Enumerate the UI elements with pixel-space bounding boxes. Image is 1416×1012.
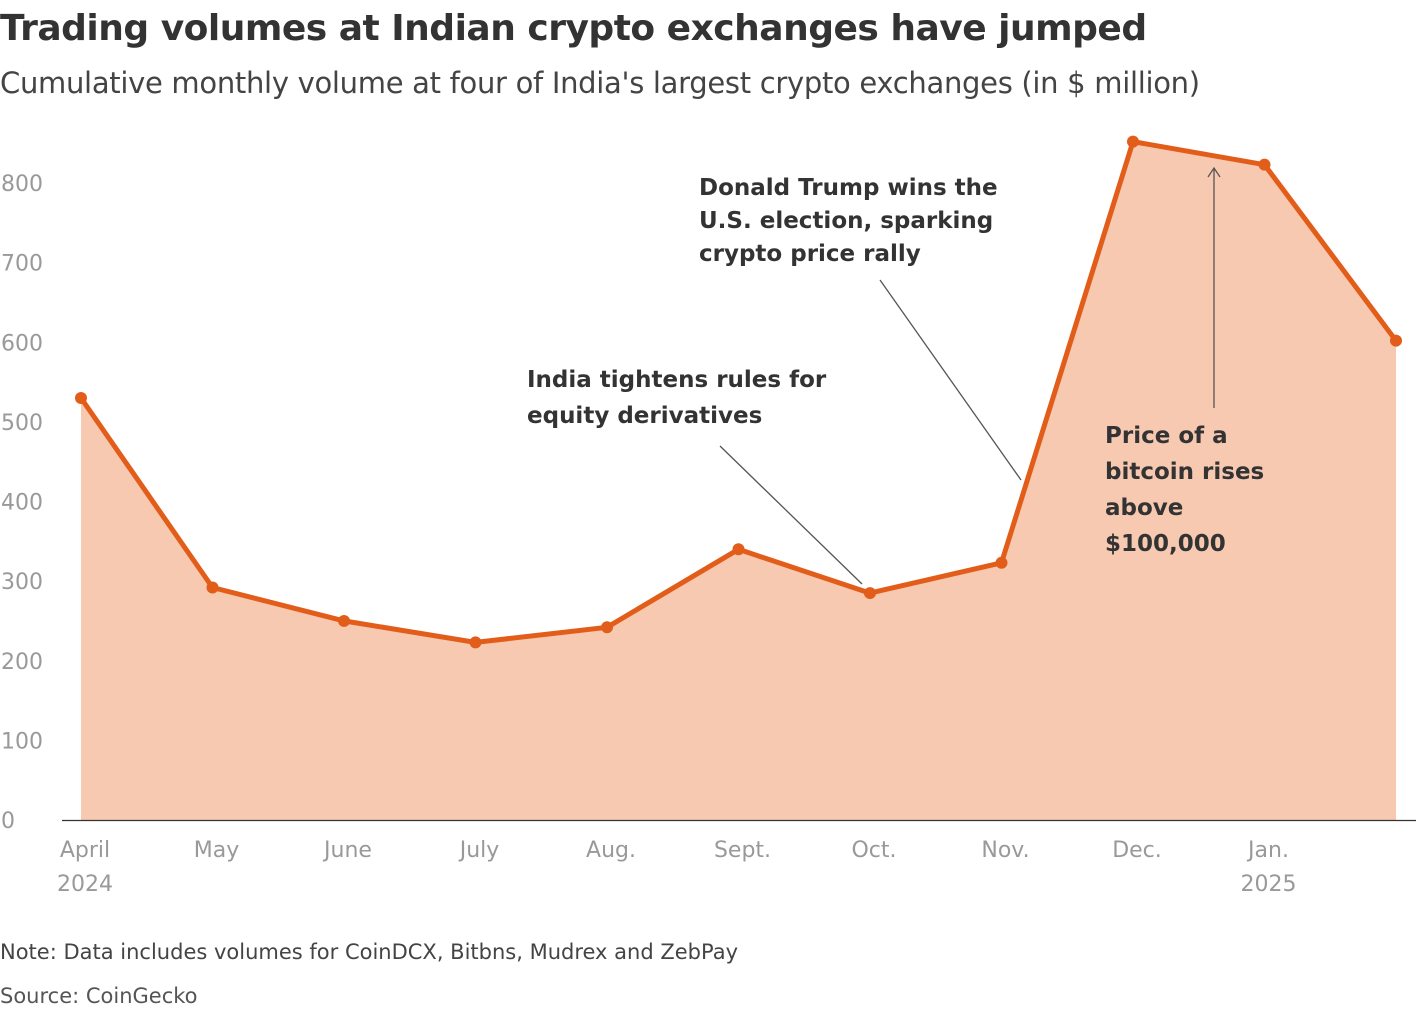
x-tick-label: Dec. — [1112, 838, 1162, 863]
y-tick-label: 700 — [1, 252, 43, 277]
y-tick-label: 300 — [1, 570, 43, 595]
x-tick-label: April — [60, 838, 110, 863]
x-tick-label: July — [458, 838, 500, 863]
x-tick-label: Jan. — [1246, 838, 1289, 863]
x-tick-year-label: 2025 — [1241, 872, 1297, 897]
annotation-text: Price of a bitcoin rises above $100,000 — [1105, 423, 1264, 557]
source-note: Source: CoinGecko — [0, 984, 198, 1008]
y-tick-label: 800 — [1, 172, 43, 197]
annotation-text: India tightens rules for equity derivativ… — [527, 367, 827, 429]
data-point — [995, 556, 1008, 569]
chart-subtitle: Cumulative monthly volume at four of Ind… — [0, 66, 1200, 100]
volume-area — [81, 141, 1396, 821]
annotations: India tightens rules for equity derivativ… — [527, 166, 1264, 585]
x-tick-label: Nov. — [981, 838, 1029, 863]
x-tick-label: May — [194, 838, 239, 863]
annotation-leader-line — [719, 445, 863, 585]
x-tick-label: Oct. — [851, 838, 896, 863]
data-point — [469, 636, 482, 649]
y-tick-label: 100 — [1, 729, 43, 754]
data-point — [1127, 135, 1139, 148]
annotation-text: Donald Trump wins the U.S. election, spar… — [699, 175, 998, 267]
data-point — [732, 543, 745, 556]
y-axis: 0 100 200 300 400 500 600 700 800 — [1, 172, 43, 834]
y-tick-label: 400 — [1, 491, 43, 516]
data-point — [206, 581, 219, 594]
data-point — [338, 614, 350, 627]
arrowhead-icon — [1207, 166, 1221, 178]
footnote: Note: Data includes volumes for CoinDCX,… — [0, 940, 738, 964]
data-point — [1258, 158, 1271, 171]
x-tick-label: Aug. — [586, 838, 636, 863]
y-tick-label: 500 — [1, 411, 43, 436]
area-chart: 0 100 200 300 400 500 600 700 800 April 2024 May Ju… — [1, 135, 1416, 897]
x-tick-year-label: 2024 — [57, 872, 113, 897]
x-tick-label: June — [322, 838, 372, 863]
annotation-leader-line — [879, 279, 1022, 481]
y-tick-label: 200 — [1, 650, 43, 675]
y-tick-label: 600 — [1, 331, 43, 356]
data-point — [864, 587, 876, 600]
chart-title: Trading volumes at Indian crypto exchang… — [0, 8, 1147, 49]
data-point — [601, 621, 613, 634]
y-tick-label: 0 — [1, 809, 15, 834]
data-points — [75, 135, 1402, 649]
x-axis: April 2024 May June July Aug. Sept. Oct. Nov. Dec… — [57, 838, 1297, 897]
data-point — [1390, 334, 1402, 347]
data-point — [75, 391, 87, 404]
x-tick-label: Sept. — [714, 838, 771, 863]
